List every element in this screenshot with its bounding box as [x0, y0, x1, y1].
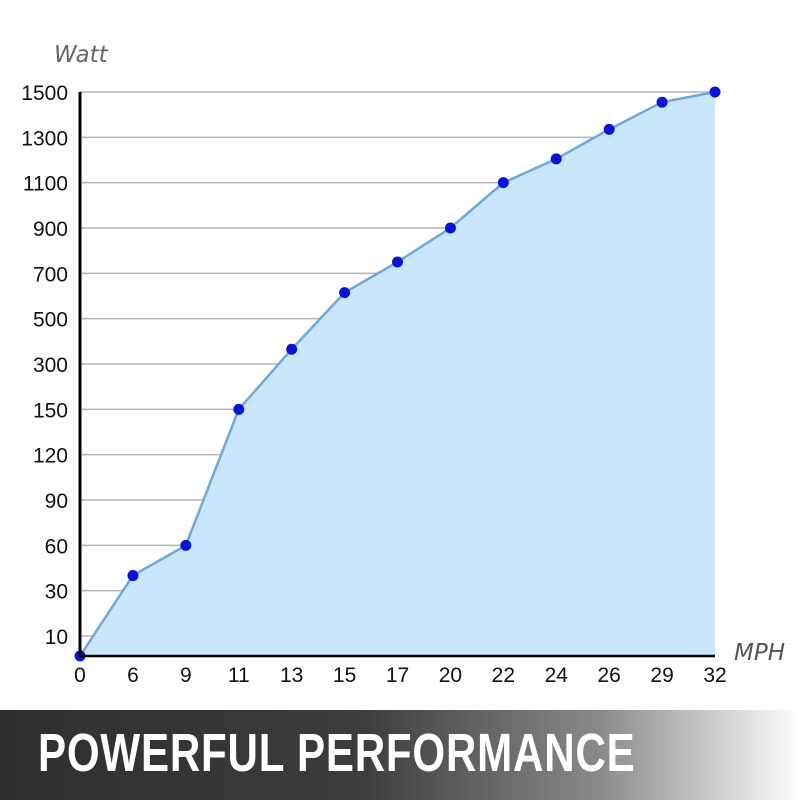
x-tick-label: 22: [492, 664, 515, 687]
data-point: [392, 256, 403, 268]
x-tick-label: 6: [127, 664, 139, 687]
y-tick-label: 1100: [23, 173, 68, 196]
x-tick-label: 0: [74, 664, 86, 687]
y-tick-label: 120: [33, 445, 68, 468]
y-tick-label: 1500: [21, 82, 68, 105]
x-tick-label: 32: [703, 664, 726, 687]
x-tick-label: 24: [545, 664, 569, 687]
x-axis-label: MPH: [734, 640, 785, 666]
data-point: [180, 539, 192, 551]
data-point: [603, 123, 615, 135]
y-tick-label: 1300: [21, 127, 68, 150]
banner: POWERFUL PERFORMANCE: [0, 710, 800, 800]
chart: 10 30 60 90 120 150 300 500 700 900 1100 1300 1500 0…: [21, 42, 785, 687]
x-tick-label: 29: [650, 664, 673, 687]
x-tick-label: 15: [333, 664, 356, 687]
banner-title: POWERFUL PERFORMANCE: [38, 723, 636, 783]
data-point: [233, 403, 245, 415]
x-tick-label: 17: [386, 664, 409, 687]
data-point: [444, 222, 456, 234]
y-tick-label: 500: [33, 309, 68, 332]
area-fill: [80, 92, 715, 656]
data-point: [550, 153, 562, 165]
y-tick-label: 90: [45, 490, 68, 513]
data-point: [709, 86, 721, 98]
data-point: [127, 570, 139, 582]
x-tick-label: 13: [280, 664, 303, 687]
data-point: [339, 287, 351, 299]
y-axis-label: Watt: [54, 42, 109, 68]
y-tick-label: 300: [33, 354, 68, 377]
y-tick-label: 900: [33, 218, 68, 241]
x-tick-label: 11: [228, 664, 250, 687]
y-tick-label: 10: [45, 626, 68, 649]
y-tick-label: 700: [33, 263, 68, 286]
y-tick-label: 30: [45, 581, 68, 604]
data-point: [286, 343, 298, 355]
y-tick-label: 150: [33, 399, 68, 422]
x-tick-label: 9: [180, 664, 192, 687]
data-point: [656, 96, 668, 108]
data-point: [497, 177, 509, 189]
x-tick-label: 20: [439, 664, 462, 687]
x-tick-label: 26: [597, 664, 620, 687]
y-tick-label: 60: [45, 535, 68, 558]
